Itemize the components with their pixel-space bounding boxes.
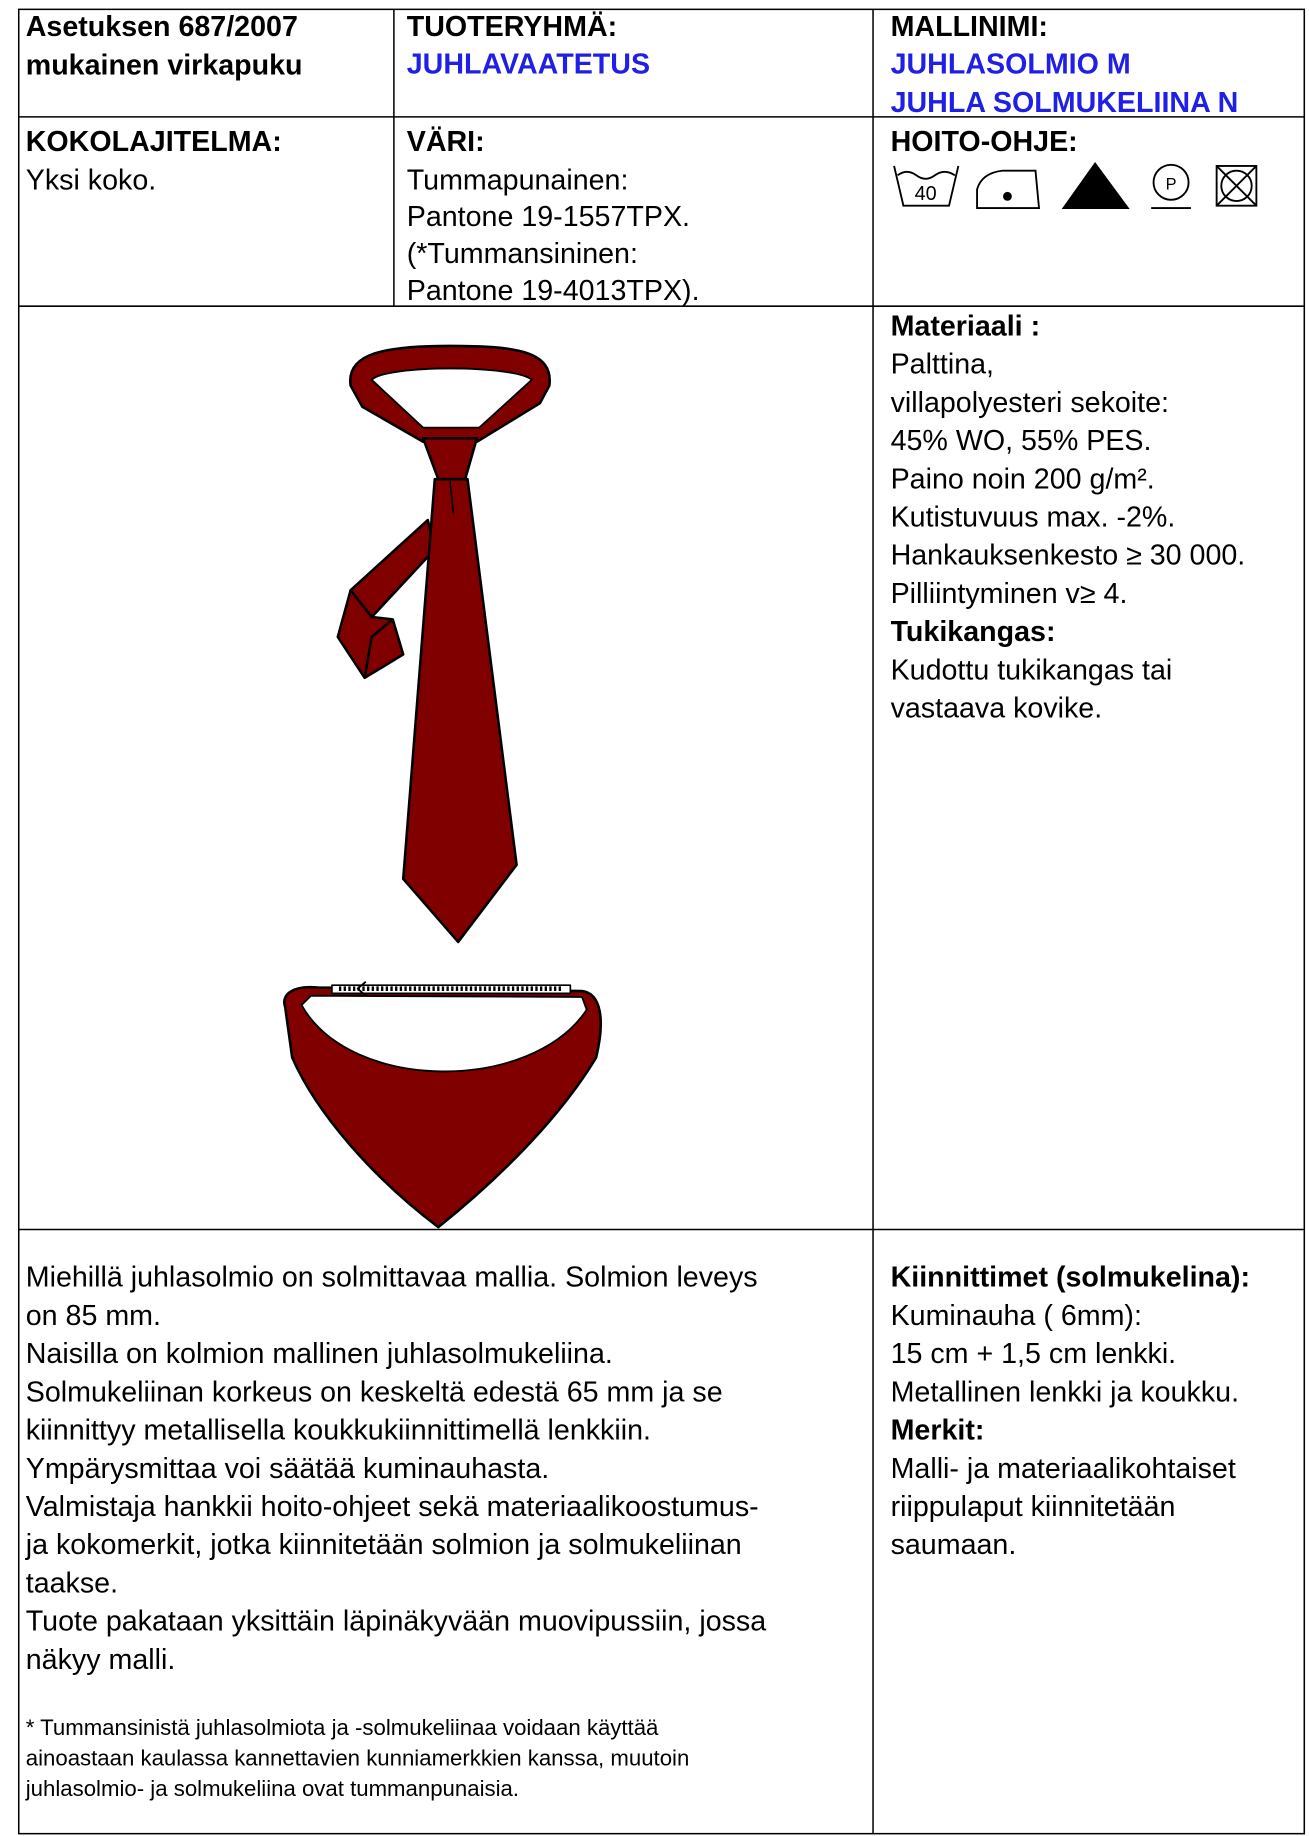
dry-clean-letter: P xyxy=(1166,175,1177,193)
iron-icon xyxy=(976,169,1041,209)
text-line: JUHLASOLMIO M xyxy=(891,49,1131,81)
wash-icon: 40 xyxy=(893,165,960,207)
text-line: Paino noin 200 g/m². xyxy=(891,463,1155,495)
text-line: Kiinnittimet (solmukelina): xyxy=(891,1262,1250,1294)
text-line: Kutistuvuus max. -2%. xyxy=(891,501,1176,533)
text-line: on 85 mm. xyxy=(26,1300,161,1332)
text-line: riippulaput kiinnitetään xyxy=(891,1491,1176,1523)
text-line: TUOTERYHMÄ: xyxy=(407,10,617,43)
text-line: * Tummansinistä juhlasolmiota ja -solmuk… xyxy=(26,1715,659,1740)
text-line: Kuminauha ( 6mm): xyxy=(891,1300,1142,1332)
text-line: Palttina, xyxy=(891,349,994,381)
table-grid xyxy=(17,8,1306,1835)
text-line: Metallinen lenkki ja koukku. xyxy=(891,1376,1239,1408)
text-line: Materiaali : xyxy=(891,310,1041,342)
text-line: (*Tummansininen: xyxy=(407,238,638,270)
text-line: Miehillä juhlasolmio on solmittavaa mall… xyxy=(26,1262,758,1294)
text-line: Asetuksen 687/2007 xyxy=(26,11,298,43)
wash-temperature: 40 xyxy=(915,183,937,205)
text-line: Kudottu tukikangas tai xyxy=(891,654,1173,686)
text-line: Yksi koko. xyxy=(26,164,156,196)
text-line: 15 cm + 1,5 cm lenkki. xyxy=(891,1338,1177,1370)
text-line: Pilliintyminen v≥ 4. xyxy=(891,578,1128,610)
text-line: ja kokomerkit, jotka kiinnitetään solmio… xyxy=(25,1529,742,1561)
text-line: Malli- ja materiaalikohtaiset xyxy=(891,1453,1236,1485)
text-line: Tummapunainen: xyxy=(407,164,629,196)
text-line: JUHLAVAATETUS xyxy=(407,49,650,81)
care-icons: 40 P xyxy=(893,162,1258,209)
neckerchief-illustration xyxy=(283,980,602,1229)
text-line: Pantone 19-1557TPX. xyxy=(407,201,690,233)
text-line: Naisilla on kolmion mallinen juhlasolmuk… xyxy=(26,1338,613,1370)
text-line: ainoastaan kaulassa kannettavien kunniam… xyxy=(26,1746,690,1771)
text-line: 45% WO, 55% PES. xyxy=(891,425,1152,457)
text-line: taakse. xyxy=(26,1567,118,1599)
text-line: JUHLA SOLMUKELIINA N xyxy=(891,87,1239,119)
text-line: Solmukeliinan korkeus on keskeltä edestä… xyxy=(26,1376,723,1408)
text-line: villapolyesteri sekoite: xyxy=(891,387,1169,419)
text-line: mukainen virkapuku xyxy=(26,49,303,81)
text-line: Hankauksenkesto ≥ 30 000. xyxy=(891,540,1246,572)
text-line: juhlasolmio- ja solmukeliina ovat tumman… xyxy=(25,1776,519,1801)
table-border xyxy=(17,8,1306,1835)
text-line: VÄRI: xyxy=(407,125,485,158)
text-line: MALLINIMI: xyxy=(891,11,1048,43)
text-line: Valmistaja hankkii hoito-ohjeet sekä mat… xyxy=(26,1491,759,1523)
text-line: Tuote pakataan yksittäin läpinäkyvään mu… xyxy=(26,1606,767,1638)
text-line: saumaan. xyxy=(891,1529,1017,1561)
text-line: kiinnittyy metallisella koukkukiinnittim… xyxy=(26,1415,651,1447)
text-line: vastaava kovike. xyxy=(891,693,1103,725)
dry-clean-icon: P xyxy=(1151,163,1191,209)
text-line: näkyy malli. xyxy=(26,1644,176,1676)
no-tumble-dry-icon xyxy=(1215,165,1258,207)
text-line: Merkit: xyxy=(891,1415,985,1447)
text-line: Pantone 19-4013TPX). xyxy=(407,275,700,307)
text-line: HOITO-OHJE: xyxy=(891,126,1078,158)
text-line: Ympärysmittaa voi säätää kuminauhasta. xyxy=(26,1453,549,1485)
tie-illustration xyxy=(336,344,551,944)
bleach-icon xyxy=(1061,162,1130,209)
text-line: Tukikangas: xyxy=(891,616,1056,648)
text-line: KOKOLAJITELMA: xyxy=(26,126,282,158)
